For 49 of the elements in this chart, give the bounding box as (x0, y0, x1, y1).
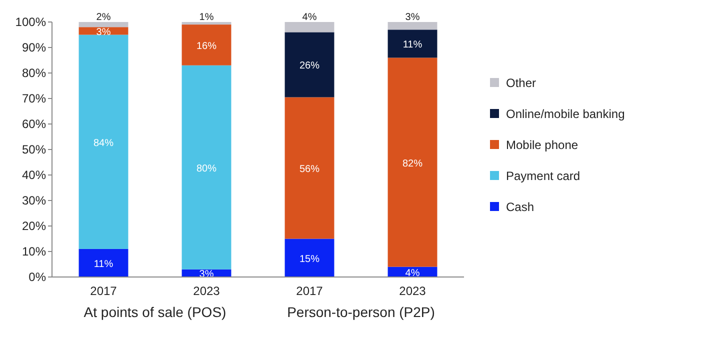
bar (284, 32, 334, 98)
y-tick-label: 20% (22, 219, 46, 233)
legend-label: Cash (506, 200, 534, 214)
legend-label: Other (506, 76, 536, 90)
y-tick-label: 10% (22, 244, 46, 258)
y-tick-label: 40% (22, 168, 46, 182)
y-tick-label: 90% (22, 40, 46, 54)
text: At points of sale (POS) (84, 304, 226, 320)
x-tick-label: 2023 (399, 284, 426, 298)
bar (388, 22, 438, 30)
data-label: 56% (299, 164, 320, 175)
bar (284, 97, 334, 239)
data-label: 84% (93, 138, 114, 149)
data-label: 2% (96, 12, 111, 23)
x-tick-label: 2017 (296, 284, 324, 298)
legend-label: Mobile phone (506, 138, 578, 152)
y-tick-label: 70% (22, 92, 46, 106)
data-label: 26% (299, 60, 320, 72)
y-tick-label: 0% (28, 270, 46, 284)
text: Person-to-person (P2P) (287, 304, 435, 320)
y-tick-label: 100% (15, 15, 46, 29)
x-tick-label: 2017 (90, 284, 118, 298)
data-label: 11% (94, 258, 114, 270)
bar (182, 22, 232, 25)
bar (388, 58, 438, 267)
data-label: 80% (196, 163, 217, 174)
x-tick-label: 2023 (193, 284, 220, 298)
bar (182, 65, 232, 270)
bar (388, 30, 438, 58)
data-label: 11% (402, 40, 422, 51)
y-tick-label: 80% (22, 66, 46, 80)
y-tick-label: 60% (22, 117, 46, 131)
bar (78, 22, 128, 28)
legend-label: Payment card (506, 169, 580, 183)
y-tick-label: 50% (22, 142, 46, 156)
bar (78, 34, 128, 249)
bar (78, 248, 128, 277)
bar (284, 238, 334, 277)
data-label: 16% (196, 40, 217, 52)
data-label: 4% (405, 268, 420, 279)
data-label: 1% (199, 12, 214, 23)
data-label: 3% (405, 12, 420, 23)
y-tick-label: 30% (22, 194, 46, 208)
data-label: 82% (402, 158, 423, 170)
bar (182, 24, 232, 66)
bar (284, 22, 334, 32)
data-label: 15% (299, 254, 320, 265)
data-label: 4% (302, 12, 317, 23)
legend-label: Online/mobile banking (506, 107, 625, 121)
